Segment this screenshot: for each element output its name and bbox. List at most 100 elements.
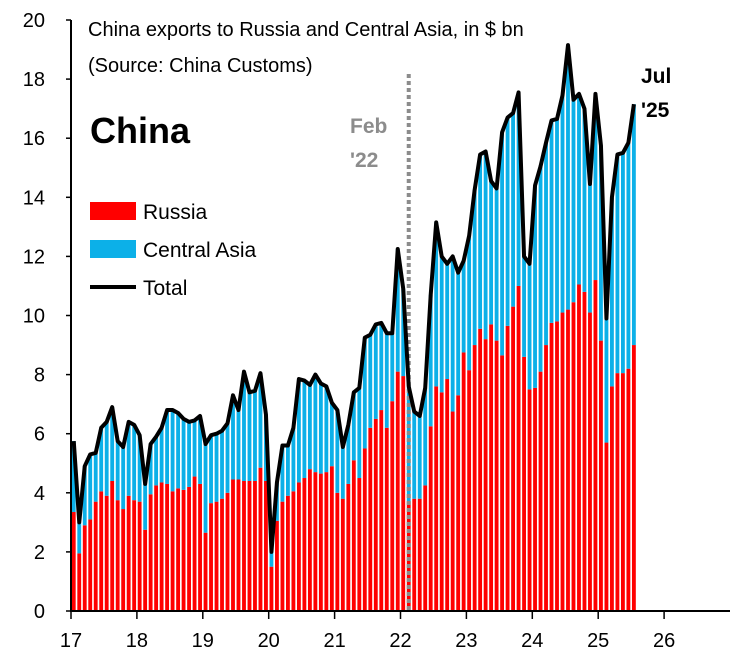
bar-central-asia [494, 188, 499, 341]
bar-central-asia [434, 222, 439, 387]
bar-central-asia [631, 104, 636, 346]
bar-central-asia [291, 427, 296, 492]
bar-central-asia [340, 447, 345, 499]
bar-central-asia [351, 392, 356, 461]
bar-central-asia [478, 154, 483, 329]
bar-central-asia [467, 235, 472, 371]
bar-central-asia [187, 421, 191, 487]
y-tick-label: 4 [34, 483, 45, 505]
x-tick-label: 18 [126, 630, 148, 652]
bar-central-asia [566, 45, 570, 310]
bar-central-asia [132, 424, 137, 501]
bar-central-asia [280, 445, 285, 502]
bar-central-asia [104, 421, 109, 496]
bar-central-asia [71, 441, 76, 513]
bar-central-asia [483, 151, 488, 340]
bar-central-asia [324, 386, 329, 473]
bar-central-asia [368, 334, 373, 428]
bar-central-asia [286, 445, 290, 496]
bar-russia [104, 495, 109, 611]
bar-russia [445, 379, 450, 611]
bar-russia [198, 483, 202, 611]
bar-russia [538, 371, 543, 611]
bar-central-asia [307, 384, 312, 470]
bar-russia [236, 479, 241, 611]
bar-russia [450, 411, 455, 611]
bar-russia [159, 482, 164, 611]
bar-central-asia [225, 423, 230, 493]
bar-russia [329, 466, 334, 611]
bar-central-asia [401, 288, 406, 377]
bar-russia [275, 520, 279, 611]
bar-russia [291, 491, 296, 611]
bar-russia [527, 389, 532, 612]
bar-central-asia [549, 120, 554, 323]
bar-russia [439, 392, 444, 611]
bar-central-asia [461, 260, 466, 353]
bar-central-asia [620, 152, 625, 374]
bar-central-asia [137, 435, 142, 502]
bar-russia [522, 356, 526, 611]
bar-central-asia [318, 383, 323, 474]
bar-central-asia [121, 447, 126, 510]
bar-russia [593, 280, 598, 611]
bar-russia [324, 472, 329, 612]
bar-russia [566, 309, 570, 611]
bar-central-asia [379, 322, 384, 411]
x-tick-label: 23 [455, 630, 477, 652]
bar-central-asia [500, 132, 505, 356]
bar-russia [71, 512, 76, 611]
bar-central-asia [527, 263, 532, 390]
bar-russia [362, 448, 367, 612]
bar-central-asia [110, 407, 115, 481]
bar-russia [99, 491, 104, 611]
bar-central-asia [143, 483, 148, 530]
bar-russia [604, 442, 609, 611]
bar-russia [483, 339, 488, 611]
bar-russia [225, 492, 230, 611]
bar-central-asia [192, 420, 197, 477]
bar-russia [461, 352, 466, 611]
bar-central-asia [395, 249, 400, 372]
bar-russia [121, 509, 126, 611]
y-tick-label: 14 [23, 187, 45, 209]
bar-central-asia [406, 386, 411, 502]
y-tick-label: 18 [23, 69, 45, 91]
bar-central-asia [214, 433, 219, 502]
bar-central-asia [544, 142, 548, 346]
country-label: China [90, 110, 191, 151]
bar-central-asia [159, 427, 164, 483]
bar-central-asia [154, 436, 159, 486]
y-tick-label: 6 [34, 424, 45, 446]
bar-russia [187, 486, 191, 611]
y-tick-labels: 0 2 4 6 8 10 12 14 16 18 20 [23, 10, 45, 623]
bar-central-asia [588, 184, 592, 313]
bar-russia [296, 482, 301, 611]
y-tick-label: 10 [23, 306, 45, 328]
chart-title: China exports to Russia and Central Asia… [88, 19, 524, 41]
bar-russia [417, 498, 422, 611]
bar-central-asia [77, 522, 82, 554]
bar-central-asia [220, 430, 224, 499]
bar-russia [620, 373, 625, 611]
bar-russia [165, 483, 170, 611]
bar-russia [318, 473, 323, 611]
bar-russia [610, 386, 614, 611]
bar-central-asia [610, 197, 614, 387]
bar-central-asia [560, 95, 565, 313]
bar-central-asia [329, 402, 334, 467]
bar-russia [126, 495, 131, 611]
y-tick-label: 12 [23, 246, 45, 268]
bar-russia [269, 566, 274, 611]
bar-russia [231, 479, 235, 611]
bar-russia [258, 467, 263, 611]
bar-russia [264, 480, 268, 611]
bar-russia [412, 498, 417, 611]
bar-russia [346, 483, 351, 611]
bar-central-asia [346, 424, 351, 484]
bar-central-asia [242, 371, 246, 481]
bar-russia [137, 501, 142, 611]
x-tick-label: 25 [587, 630, 609, 652]
bar-central-asia [198, 415, 202, 484]
